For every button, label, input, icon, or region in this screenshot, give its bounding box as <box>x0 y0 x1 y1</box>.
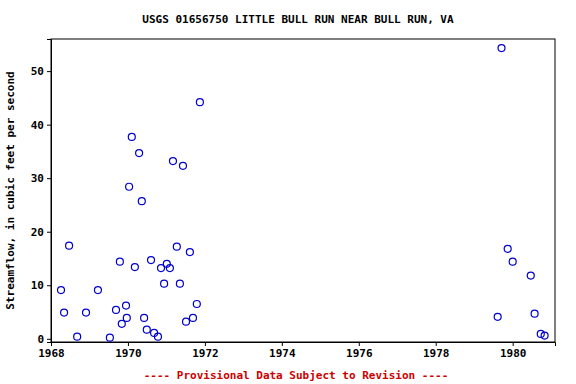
point <box>161 280 168 287</box>
point <box>531 310 538 317</box>
point <box>527 272 534 279</box>
x-tick: 1970 <box>115 342 142 360</box>
x-tick-mark <box>128 342 129 346</box>
point <box>176 280 183 287</box>
x-tick-label: 1976 <box>346 347 373 360</box>
y-tick: 30 <box>31 172 51 185</box>
point <box>148 257 155 264</box>
x-tick-mark <box>359 342 360 346</box>
point <box>74 333 81 340</box>
point <box>136 150 143 157</box>
footer: ---- Provisional Data Subject to Revisio… <box>144 369 449 382</box>
point <box>94 287 101 294</box>
point <box>58 287 65 294</box>
point <box>169 158 176 165</box>
point <box>193 300 200 307</box>
points <box>58 45 549 342</box>
point <box>196 99 203 106</box>
x-tick-mark <box>436 342 437 346</box>
point <box>504 245 511 252</box>
y-tick: 40 <box>31 119 51 132</box>
x-tick-label: 1974 <box>269 347 296 360</box>
point <box>123 314 130 321</box>
chart: USGS 01656750 LITTLE BULL RUN NEAR BULL … <box>0 0 576 384</box>
point <box>186 249 193 256</box>
x-tick-mark <box>513 342 514 346</box>
point <box>498 45 505 52</box>
point <box>83 309 90 316</box>
point <box>138 198 145 205</box>
y-tick-label: 0 <box>37 333 44 346</box>
y-axis: 0 10 20 30 40 50 <box>31 40 52 346</box>
y-tick-label: 10 <box>31 279 44 292</box>
y-tick-mark <box>47 232 51 233</box>
point <box>154 333 161 340</box>
point <box>118 320 125 327</box>
y-tick: 20 <box>31 226 51 239</box>
y-tick-mark <box>47 285 51 286</box>
point <box>113 306 120 313</box>
point <box>123 302 130 309</box>
x-tick: 1972 <box>192 342 219 360</box>
plot-frame <box>51 39 555 342</box>
x-tick: 1978 <box>423 342 450 360</box>
y-axis-title: Streamflow, in cubic feet per second <box>4 71 17 309</box>
y-tick: 50 <box>31 65 51 78</box>
point <box>131 264 138 271</box>
point <box>141 314 148 321</box>
x-tick-label: 1972 <box>192 347 219 360</box>
x-axis: 1968 1970 1972 1974 1976 1978 1980 <box>38 342 555 360</box>
point <box>143 326 150 333</box>
y-tick-label: 30 <box>31 172 44 185</box>
point <box>166 265 173 272</box>
point <box>494 313 501 320</box>
title: USGS 01656750 LITTLE BULL RUN NEAR BULL … <box>142 13 454 26</box>
point <box>126 183 133 190</box>
x-tick: 1976 <box>346 342 373 360</box>
x-tick-label: 1980 <box>500 347 527 360</box>
x-tick-label: 1978 <box>423 347 450 360</box>
x-tick-label: 1970 <box>115 347 142 360</box>
y-tick: 0 <box>37 333 51 346</box>
point <box>116 258 123 265</box>
point <box>541 332 548 339</box>
y-tick-label: 50 <box>31 65 44 78</box>
x-tick-label: 1968 <box>38 347 65 360</box>
point <box>66 242 73 249</box>
point <box>106 334 113 341</box>
x-tick: 1980 <box>500 342 527 360</box>
y-tick-mark <box>47 71 51 72</box>
y-tick-mark <box>47 339 51 340</box>
y-tick-mark <box>47 178 51 179</box>
x-axis-line <box>52 343 556 347</box>
y-tick: 10 <box>31 279 51 292</box>
point <box>179 162 186 169</box>
x-tick-mark <box>205 342 206 346</box>
point <box>128 133 135 140</box>
point <box>61 309 68 316</box>
y-tick-mark <box>47 125 51 126</box>
point <box>189 314 196 321</box>
point <box>173 243 180 250</box>
y-tick-label: 40 <box>31 119 44 132</box>
x-tick: 1974 <box>269 342 296 360</box>
point <box>509 258 516 265</box>
y-tick-label: 20 <box>31 226 44 239</box>
point <box>183 318 190 325</box>
x-tick-mark <box>282 342 283 346</box>
